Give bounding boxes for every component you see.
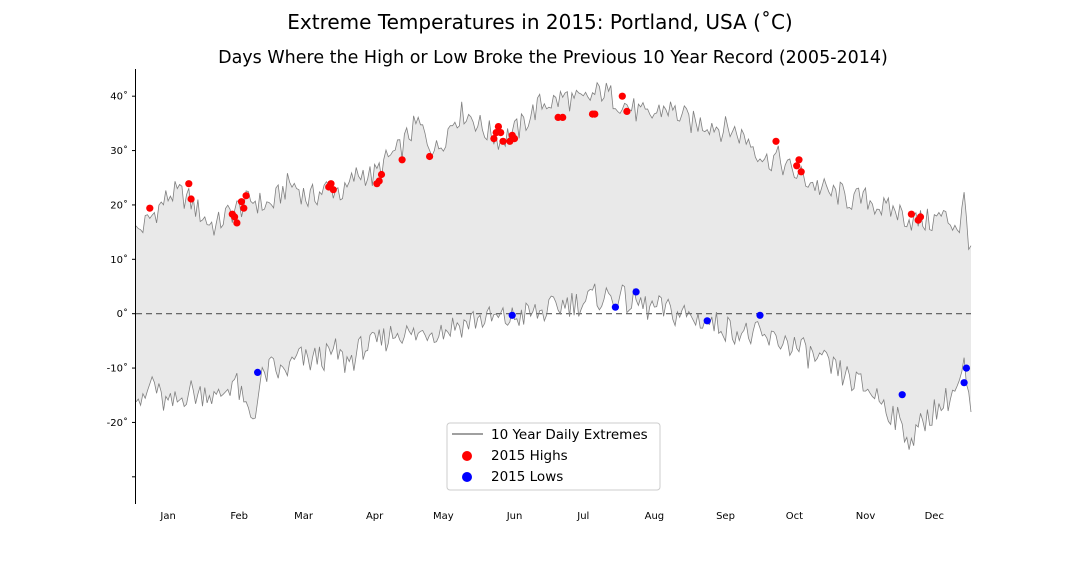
high-point xyxy=(618,92,626,100)
legend-label-highs: 2015 Highs xyxy=(491,448,568,464)
x-month-label: Oct xyxy=(786,511,803,522)
high-point xyxy=(375,177,383,185)
extremes-high-line xyxy=(135,81,972,251)
x-month-label: Dec xyxy=(925,511,944,522)
low-point xyxy=(632,288,640,296)
high-point xyxy=(233,219,241,227)
low-point xyxy=(508,311,516,319)
extremes-band-fill xyxy=(136,82,971,450)
x-month-label: Jan xyxy=(159,511,175,522)
y-tick-label: 10˚ xyxy=(110,254,128,266)
low-point xyxy=(254,368,262,376)
high-point xyxy=(146,204,154,212)
chart-subtitle: Days Where the High or Low Broke the Pre… xyxy=(218,48,888,68)
x-month-label: Nov xyxy=(856,511,876,522)
y-tick-label: 30˚ xyxy=(110,145,128,157)
low-point xyxy=(756,311,764,319)
legend-label-extremes: 10 Year Daily Extremes xyxy=(491,427,648,443)
high-point xyxy=(795,156,803,164)
x-month-label: May xyxy=(433,511,454,522)
high-point xyxy=(772,137,780,145)
x-month-label: Aug xyxy=(645,511,665,522)
high-point xyxy=(329,186,337,194)
high-point xyxy=(591,110,599,118)
legend-marker-lows xyxy=(462,472,472,482)
chart-title: Extreme Temperatures in 2015: Portland, … xyxy=(287,10,792,34)
high-point xyxy=(916,213,925,221)
legend: 10 Year Daily Extremes 2015 Highs 2015 L… xyxy=(446,422,661,491)
axes: 40˚ 30˚ 20˚ 10˚ 0˚ -10˚ -20˚ Jan Feb Mar Apr May Ju… xyxy=(107,69,944,522)
high-point xyxy=(240,204,248,212)
x-month-label: Jun xyxy=(506,511,523,522)
low-point xyxy=(962,364,971,372)
extremes-low-line xyxy=(135,283,972,450)
x-month-label: Jul xyxy=(576,511,589,522)
x-month-label: Feb xyxy=(230,511,248,522)
high-point xyxy=(237,198,246,206)
low-point xyxy=(703,317,711,325)
high-point xyxy=(494,123,502,131)
y-tick-label: -10˚ xyxy=(107,363,128,375)
high-point xyxy=(490,135,498,143)
high-point xyxy=(426,152,434,161)
y-tick-label: 0˚ xyxy=(117,308,128,320)
high-point xyxy=(185,180,193,188)
high-point xyxy=(242,192,250,200)
x-ticks: Jan Feb Mar Apr May Jun Jul Aug Sep Oct Nov Dec xyxy=(159,511,944,522)
plot-area xyxy=(135,81,972,450)
high-point xyxy=(377,170,386,179)
high-point xyxy=(499,137,507,145)
high-point xyxy=(327,180,335,188)
high-point xyxy=(497,129,505,137)
x-month-label: Apr xyxy=(366,511,384,522)
legend-label-lows: 2015 Lows xyxy=(491,469,563,485)
lows-points xyxy=(254,288,971,399)
high-point xyxy=(793,162,801,170)
highs-points xyxy=(146,92,925,227)
high-point xyxy=(510,135,519,143)
low-point xyxy=(611,303,620,311)
y-tick-label: 20˚ xyxy=(110,199,128,211)
low-point xyxy=(960,379,968,387)
low-point xyxy=(898,391,906,399)
high-point xyxy=(187,195,195,203)
x-month-label: Mar xyxy=(294,511,314,522)
high-point xyxy=(398,156,406,164)
legend-marker-highs xyxy=(462,451,472,461)
high-point xyxy=(623,107,631,115)
y-ticks: 40˚ 30˚ 20˚ 10˚ 0˚ -10˚ -20˚ xyxy=(107,91,136,478)
y-tick-label: -20˚ xyxy=(107,417,128,429)
y-tick-label: 40˚ xyxy=(110,91,128,103)
high-point xyxy=(559,113,567,121)
high-point xyxy=(907,210,916,218)
high-point xyxy=(231,213,239,221)
legend-frame xyxy=(446,422,661,491)
high-point xyxy=(797,168,805,176)
x-month-label: Sep xyxy=(716,511,735,522)
